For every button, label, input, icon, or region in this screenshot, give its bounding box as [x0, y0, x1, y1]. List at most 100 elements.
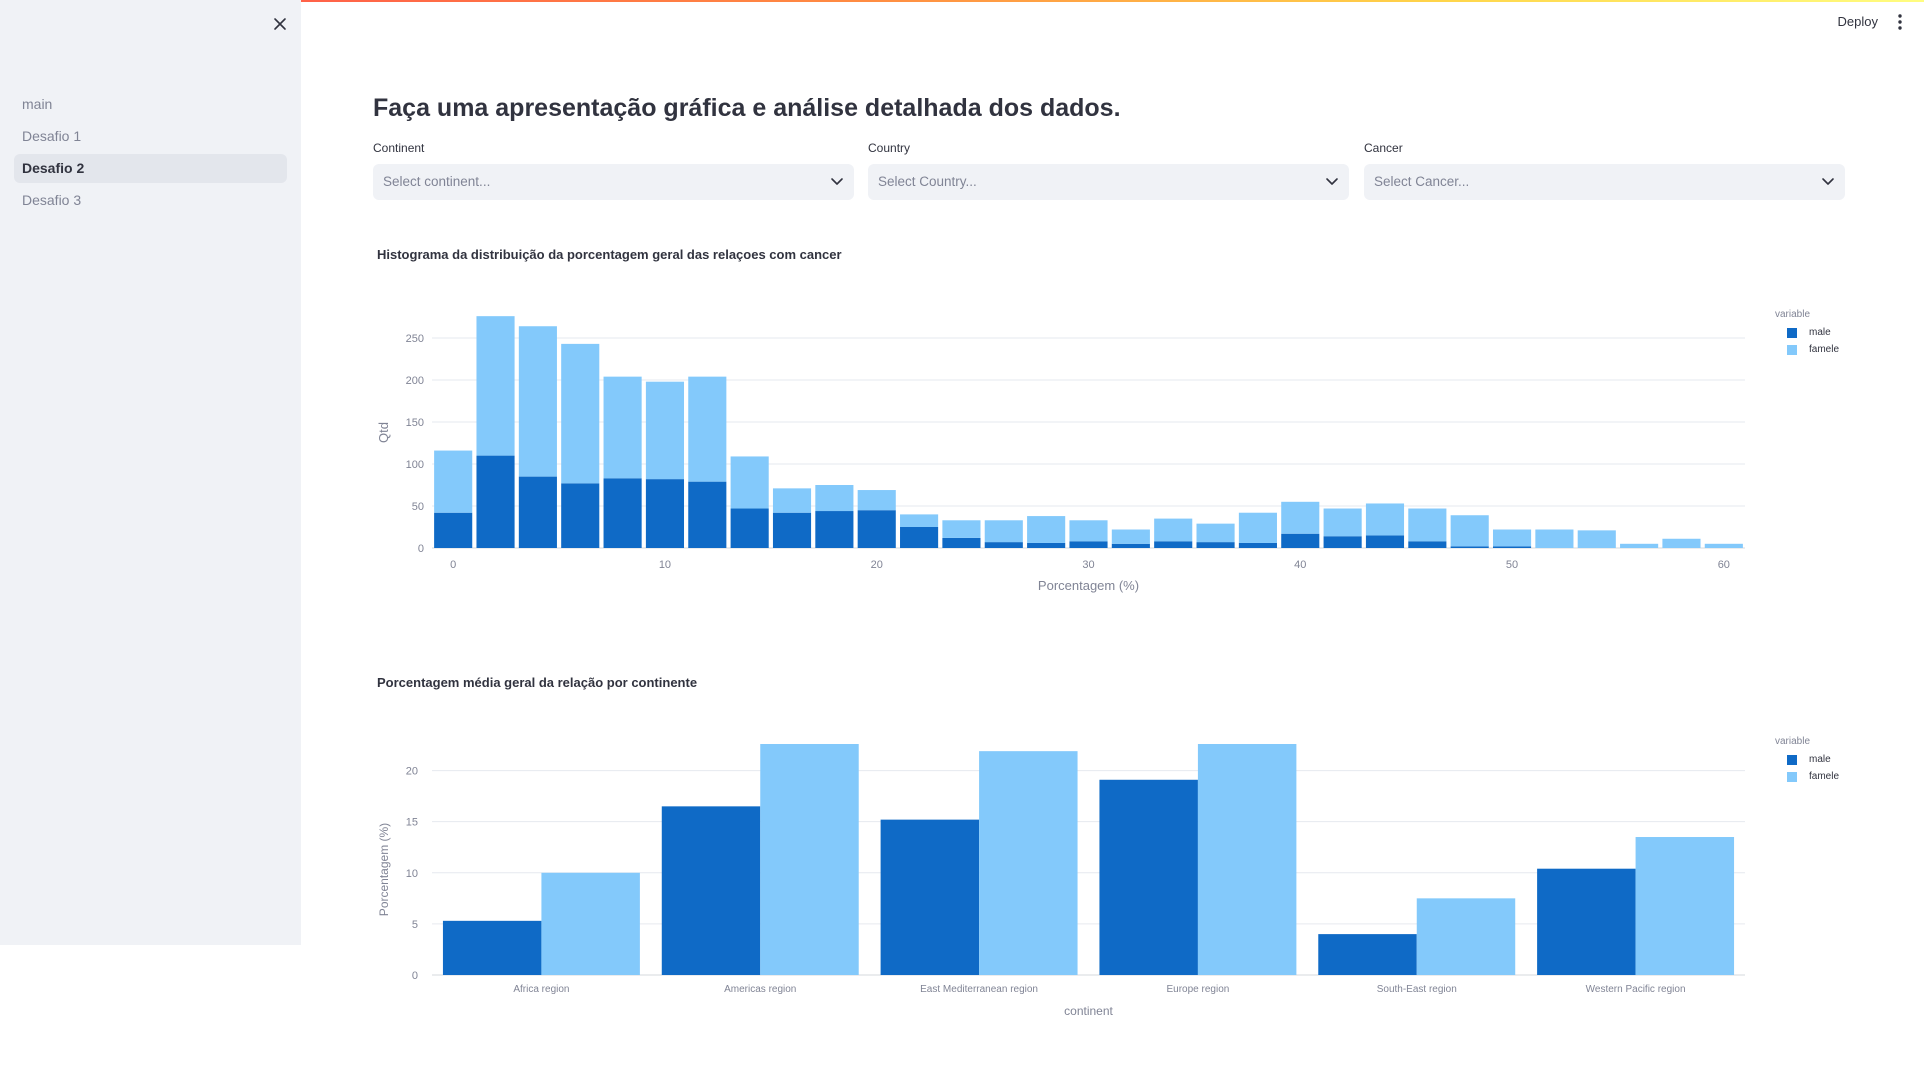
- x-tick-label: 60: [1718, 559, 1730, 571]
- bar-famele: [688, 376, 727, 482]
- bar-famele: [1577, 530, 1616, 548]
- y-tick-label: 5: [412, 919, 418, 931]
- bar-famele: [1662, 538, 1701, 548]
- legend-label-male: male: [1809, 327, 1831, 338]
- page-title: Faça uma apresentação gráfica e análise …: [373, 94, 1121, 122]
- bar-famele: [1111, 529, 1150, 544]
- bar-male: [645, 479, 685, 548]
- app-header: Deploy: [1724, 12, 1924, 32]
- y-tick-label: 200: [406, 375, 424, 387]
- bar-famele: [1154, 518, 1193, 542]
- bar-famele: [1323, 508, 1362, 537]
- bar-male: [1099, 779, 1198, 975]
- bar-famele: [1196, 523, 1235, 543]
- bar-famele: [476, 316, 515, 456]
- bar-famele: [1365, 503, 1405, 536]
- bar-famele: [900, 514, 939, 527]
- sidebar-close-button[interactable]: [268, 12, 292, 36]
- legend-item-male[interactable]: male: [1775, 751, 1839, 768]
- bar-male: [1408, 541, 1447, 548]
- x-tick-label: 20: [871, 559, 883, 571]
- bar-male: [518, 476, 557, 548]
- x-tick-label: 40: [1294, 559, 1306, 571]
- x-tick-label: South-East region: [1377, 984, 1457, 995]
- bar-male: [442, 920, 542, 975]
- bar-male: [1281, 533, 1320, 548]
- y-tick-label: 20: [406, 766, 418, 778]
- bar-male: [880, 819, 980, 975]
- bar-famele: [1197, 744, 1297, 975]
- legend-item-famele[interactable]: famele: [1775, 341, 1839, 358]
- histogram-legend: variable male famele: [1775, 309, 1839, 358]
- bar-famele: [1027, 516, 1066, 543]
- country-filter: Country Select Country...: [868, 141, 1349, 200]
- bar-famele: [603, 376, 642, 479]
- country-select[interactable]: Select Country...: [868, 164, 1349, 200]
- legend-item-famele[interactable]: famele: [1775, 768, 1839, 785]
- sidebar-item-desafio-2[interactable]: Desafio 2: [14, 154, 287, 183]
- bar-famele: [1620, 543, 1659, 548]
- bar-male: [1027, 542, 1066, 548]
- bar-famele: [1069, 520, 1108, 542]
- bar-male: [900, 527, 939, 548]
- legend-label-famele: famele: [1809, 771, 1840, 782]
- bar-famele: [434, 450, 473, 513]
- sidebar-item-desafio-1[interactable]: Desafio 1: [22, 128, 82, 144]
- x-tick-label: 10: [659, 559, 671, 571]
- deploy-button[interactable]: Deploy: [1837, 14, 1878, 29]
- legend-swatch-male: [1787, 327, 1797, 338]
- bar-famele: [561, 343, 600, 484]
- sidebar-item-desafio-3[interactable]: Desafio 3: [22, 192, 82, 208]
- bar-famele: [1281, 501, 1320, 534]
- bar-male: [1450, 546, 1489, 548]
- kebab-menu-icon[interactable]: [1890, 12, 1910, 32]
- bar-famele: [645, 381, 685, 480]
- x-axis-label: Porcentagem (%): [1038, 578, 1139, 593]
- x-tick-label: Americas region: [724, 984, 796, 995]
- legend-title: variable: [1775, 736, 1811, 747]
- continent-select[interactable]: Select continent...: [373, 164, 854, 200]
- continent-chart-title: Porcentagem média geral da relação por c…: [377, 675, 698, 690]
- cancer-select-placeholder: Select Cancer...: [1374, 174, 1470, 189]
- bar-famele: [979, 751, 1078, 975]
- y-tick-label: 15: [406, 817, 418, 829]
- close-icon: [274, 18, 286, 30]
- bar-famele: [942, 520, 981, 538]
- histogram-chart-title: Histograma da distribuição da porcentage…: [377, 247, 842, 262]
- sidebar-item-main[interactable]: main: [22, 96, 53, 112]
- bar-male: [1365, 535, 1405, 548]
- legend-item-male[interactable]: male: [1775, 324, 1839, 341]
- continent-filter-label: Continent: [373, 141, 425, 155]
- bar-famele: [541, 872, 640, 975]
- x-tick-label: Europe region: [1167, 984, 1230, 995]
- bar-male: [434, 512, 473, 548]
- country-filter-label: Country: [868, 141, 911, 155]
- y-axis-label: Qtd: [376, 422, 391, 443]
- x-tick-label: 50: [1506, 559, 1518, 571]
- cancer-select[interactable]: Select Cancer...: [1364, 164, 1845, 200]
- continent-select-placeholder: Select continent...: [383, 174, 491, 189]
- bar-male: [857, 510, 896, 548]
- sidebar-nav: main Desafio 1 Desafio 2 Desafio 3: [14, 90, 287, 218]
- cancer-filter-label: Cancer: [1364, 141, 1403, 155]
- bar-male: [1154, 541, 1193, 548]
- bar-male: [1492, 546, 1532, 548]
- bar-famele: [1238, 512, 1277, 543]
- bar-famele: [1416, 898, 1516, 975]
- bar-famele: [1704, 543, 1743, 548]
- x-tick-label: Africa region: [513, 984, 569, 995]
- bar-male: [1069, 541, 1108, 548]
- bar-famele: [772, 488, 812, 513]
- y-tick-label: 250: [406, 333, 424, 345]
- continent-legend: variable male famele: [1775, 736, 1839, 785]
- bar-male: [730, 508, 769, 548]
- bar-famele: [760, 744, 859, 975]
- bar-male: [815, 511, 854, 548]
- bar-famele: [857, 490, 896, 511]
- chevron-down-icon: [831, 178, 843, 185]
- bar-male: [1323, 536, 1362, 548]
- bar-famele: [1408, 508, 1447, 542]
- bar-famele: [1492, 529, 1532, 547]
